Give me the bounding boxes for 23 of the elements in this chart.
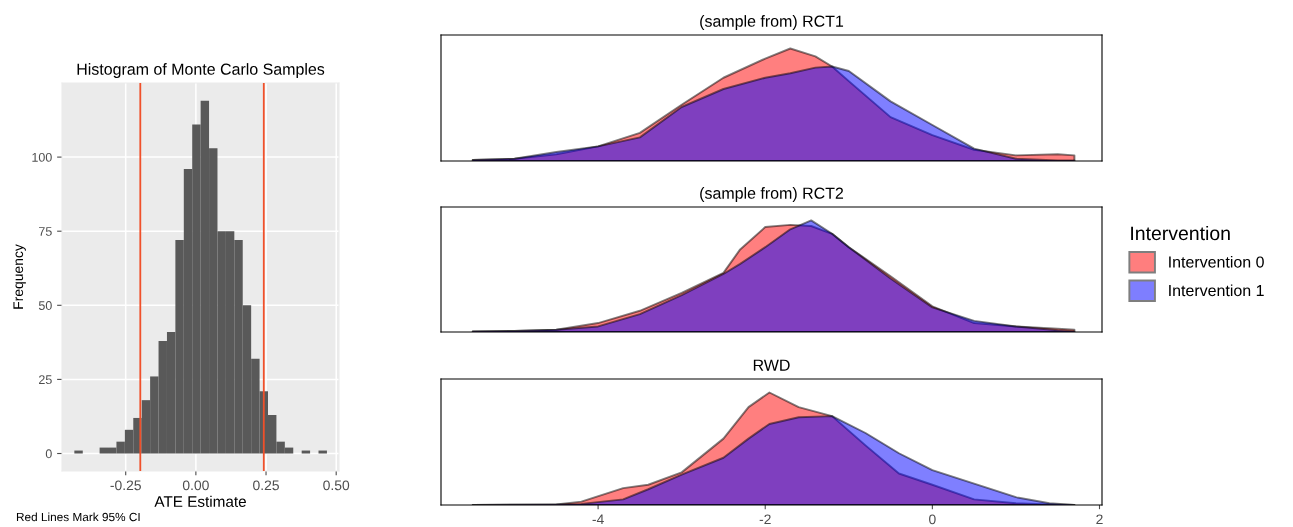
x-axis-title: ATE Estimate bbox=[154, 495, 246, 507]
x-tick-label: 0.00 bbox=[182, 480, 209, 491]
y-tick-label: 75 bbox=[39, 227, 52, 236]
chart-title: RWD bbox=[753, 359, 790, 371]
legend-title: Intervention bbox=[1131, 225, 1230, 241]
text: Red Lines Mark 95% CI bbox=[16, 512, 140, 522]
x-tick-label: 0 bbox=[929, 514, 936, 525]
y-tick-label: 25 bbox=[39, 375, 52, 385]
y-axis-title: Frequency bbox=[13, 244, 26, 309]
legend-label: Intervention 0 bbox=[1169, 255, 1264, 268]
legend-label: Intervention 1 bbox=[1169, 284, 1264, 297]
y-tick-label: 50 bbox=[38, 301, 52, 310]
x-tick-label: 2 bbox=[1096, 514, 1103, 525]
x-tick-label: 0.25 bbox=[253, 480, 279, 491]
chart-title: (sample from) RCT1 bbox=[700, 15, 844, 30]
chart-title: Histogram of Monte Carlo Samples bbox=[77, 63, 325, 78]
x-tick-label: -4 bbox=[592, 514, 604, 525]
x-tick-label: -0.25 bbox=[110, 480, 141, 491]
y-tick-label: 100 bbox=[32, 152, 52, 162]
chart-title: (sample from) RCT2 bbox=[700, 187, 844, 202]
x-tick-label: -2 bbox=[759, 514, 771, 525]
y-tick-label: 0 bbox=[45, 449, 52, 459]
x-tick-label: 0.50 bbox=[323, 480, 350, 491]
